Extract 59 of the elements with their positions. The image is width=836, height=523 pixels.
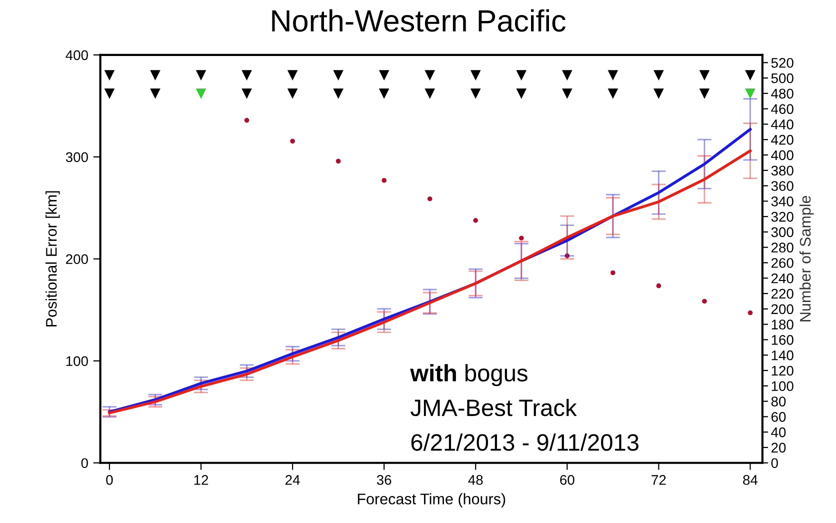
x-axis-title: Forecast Time (hours) [358, 493, 506, 508]
y2-tick-label: 460 [771, 104, 794, 114]
y2-tick-label: 100 [772, 381, 794, 392]
y2-tick-label: 440 [771, 120, 794, 130]
y2-tick-label: 40 [771, 427, 786, 438]
y2-tick-label: 320 [771, 212, 794, 222]
y2-tick-label: 180 [772, 320, 794, 330]
y2-tick-label: 400 [771, 150, 794, 160]
y2-tick-label: 120 [772, 366, 794, 376]
y2-tick-label: 300 [771, 227, 794, 238]
y2-tick-label: 60 [771, 412, 786, 422]
annotation: 6/21/2013 - 9/11/2013 [411, 434, 638, 451]
x-tick-label: 72 [652, 475, 666, 485]
y-tick-label: 400 [66, 50, 88, 60]
y2-tick-label: 80 [771, 396, 786, 406]
point [656, 283, 662, 288]
point [610, 270, 616, 276]
annotation: JMA-Best Track [410, 398, 577, 416]
y2-tick-label: 380 [771, 166, 794, 176]
x-tick-label: 36 [376, 475, 392, 485]
x-tick-label: 60 [560, 475, 574, 485]
point [473, 218, 478, 223]
y-tick-label: 100 [66, 356, 88, 366]
point [427, 196, 432, 202]
y2-tick-label: 280 [771, 242, 794, 253]
y2-tick-label: 480 [771, 88, 794, 99]
point [748, 310, 753, 316]
y2-tick-label: 340 [771, 196, 794, 206]
y2-axis-title: Number of Sample [799, 196, 814, 322]
x-tick-label: 24 [286, 475, 300, 485]
y-axis-title: Positional Error [km] [46, 191, 60, 326]
y2-tick-label: 0 [771, 458, 778, 468]
y2-tick-label: 520 [771, 58, 794, 68]
x-tick-label: 84 [743, 475, 758, 485]
x-tick-label: 48 [468, 475, 483, 485]
annotation: with bogus [410, 364, 528, 386]
y2-tick-label: 420 [771, 134, 794, 145]
x-tick-label: 0 [106, 475, 113, 485]
point [290, 138, 295, 144]
chart-title: North-Western Pacific [272, 9, 566, 32]
y2-tick-label: 20 [771, 442, 786, 453]
y2-tick-label: 220 [771, 288, 794, 299]
point [382, 178, 386, 183]
y2-tick-label: 160 [772, 335, 794, 345]
x-tick-label: 12 [194, 475, 208, 485]
y2-tick-label: 200 [771, 304, 794, 314]
y2-tick-label: 260 [771, 258, 794, 268]
point [244, 118, 250, 123]
y2-tick-label: 140 [772, 350, 794, 360]
y-tick-label: 0 [81, 458, 88, 468]
y2-tick-label: 240 [771, 273, 794, 284]
y-tick-label: 200 [66, 254, 88, 264]
point [702, 298, 707, 304]
point [336, 158, 341, 164]
point [564, 253, 570, 258]
y2-tick-label: 500 [771, 73, 794, 84]
point [518, 236, 524, 241]
y-tick-label: 300 [66, 152, 88, 162]
y2-tick-label: 360 [771, 181, 794, 191]
